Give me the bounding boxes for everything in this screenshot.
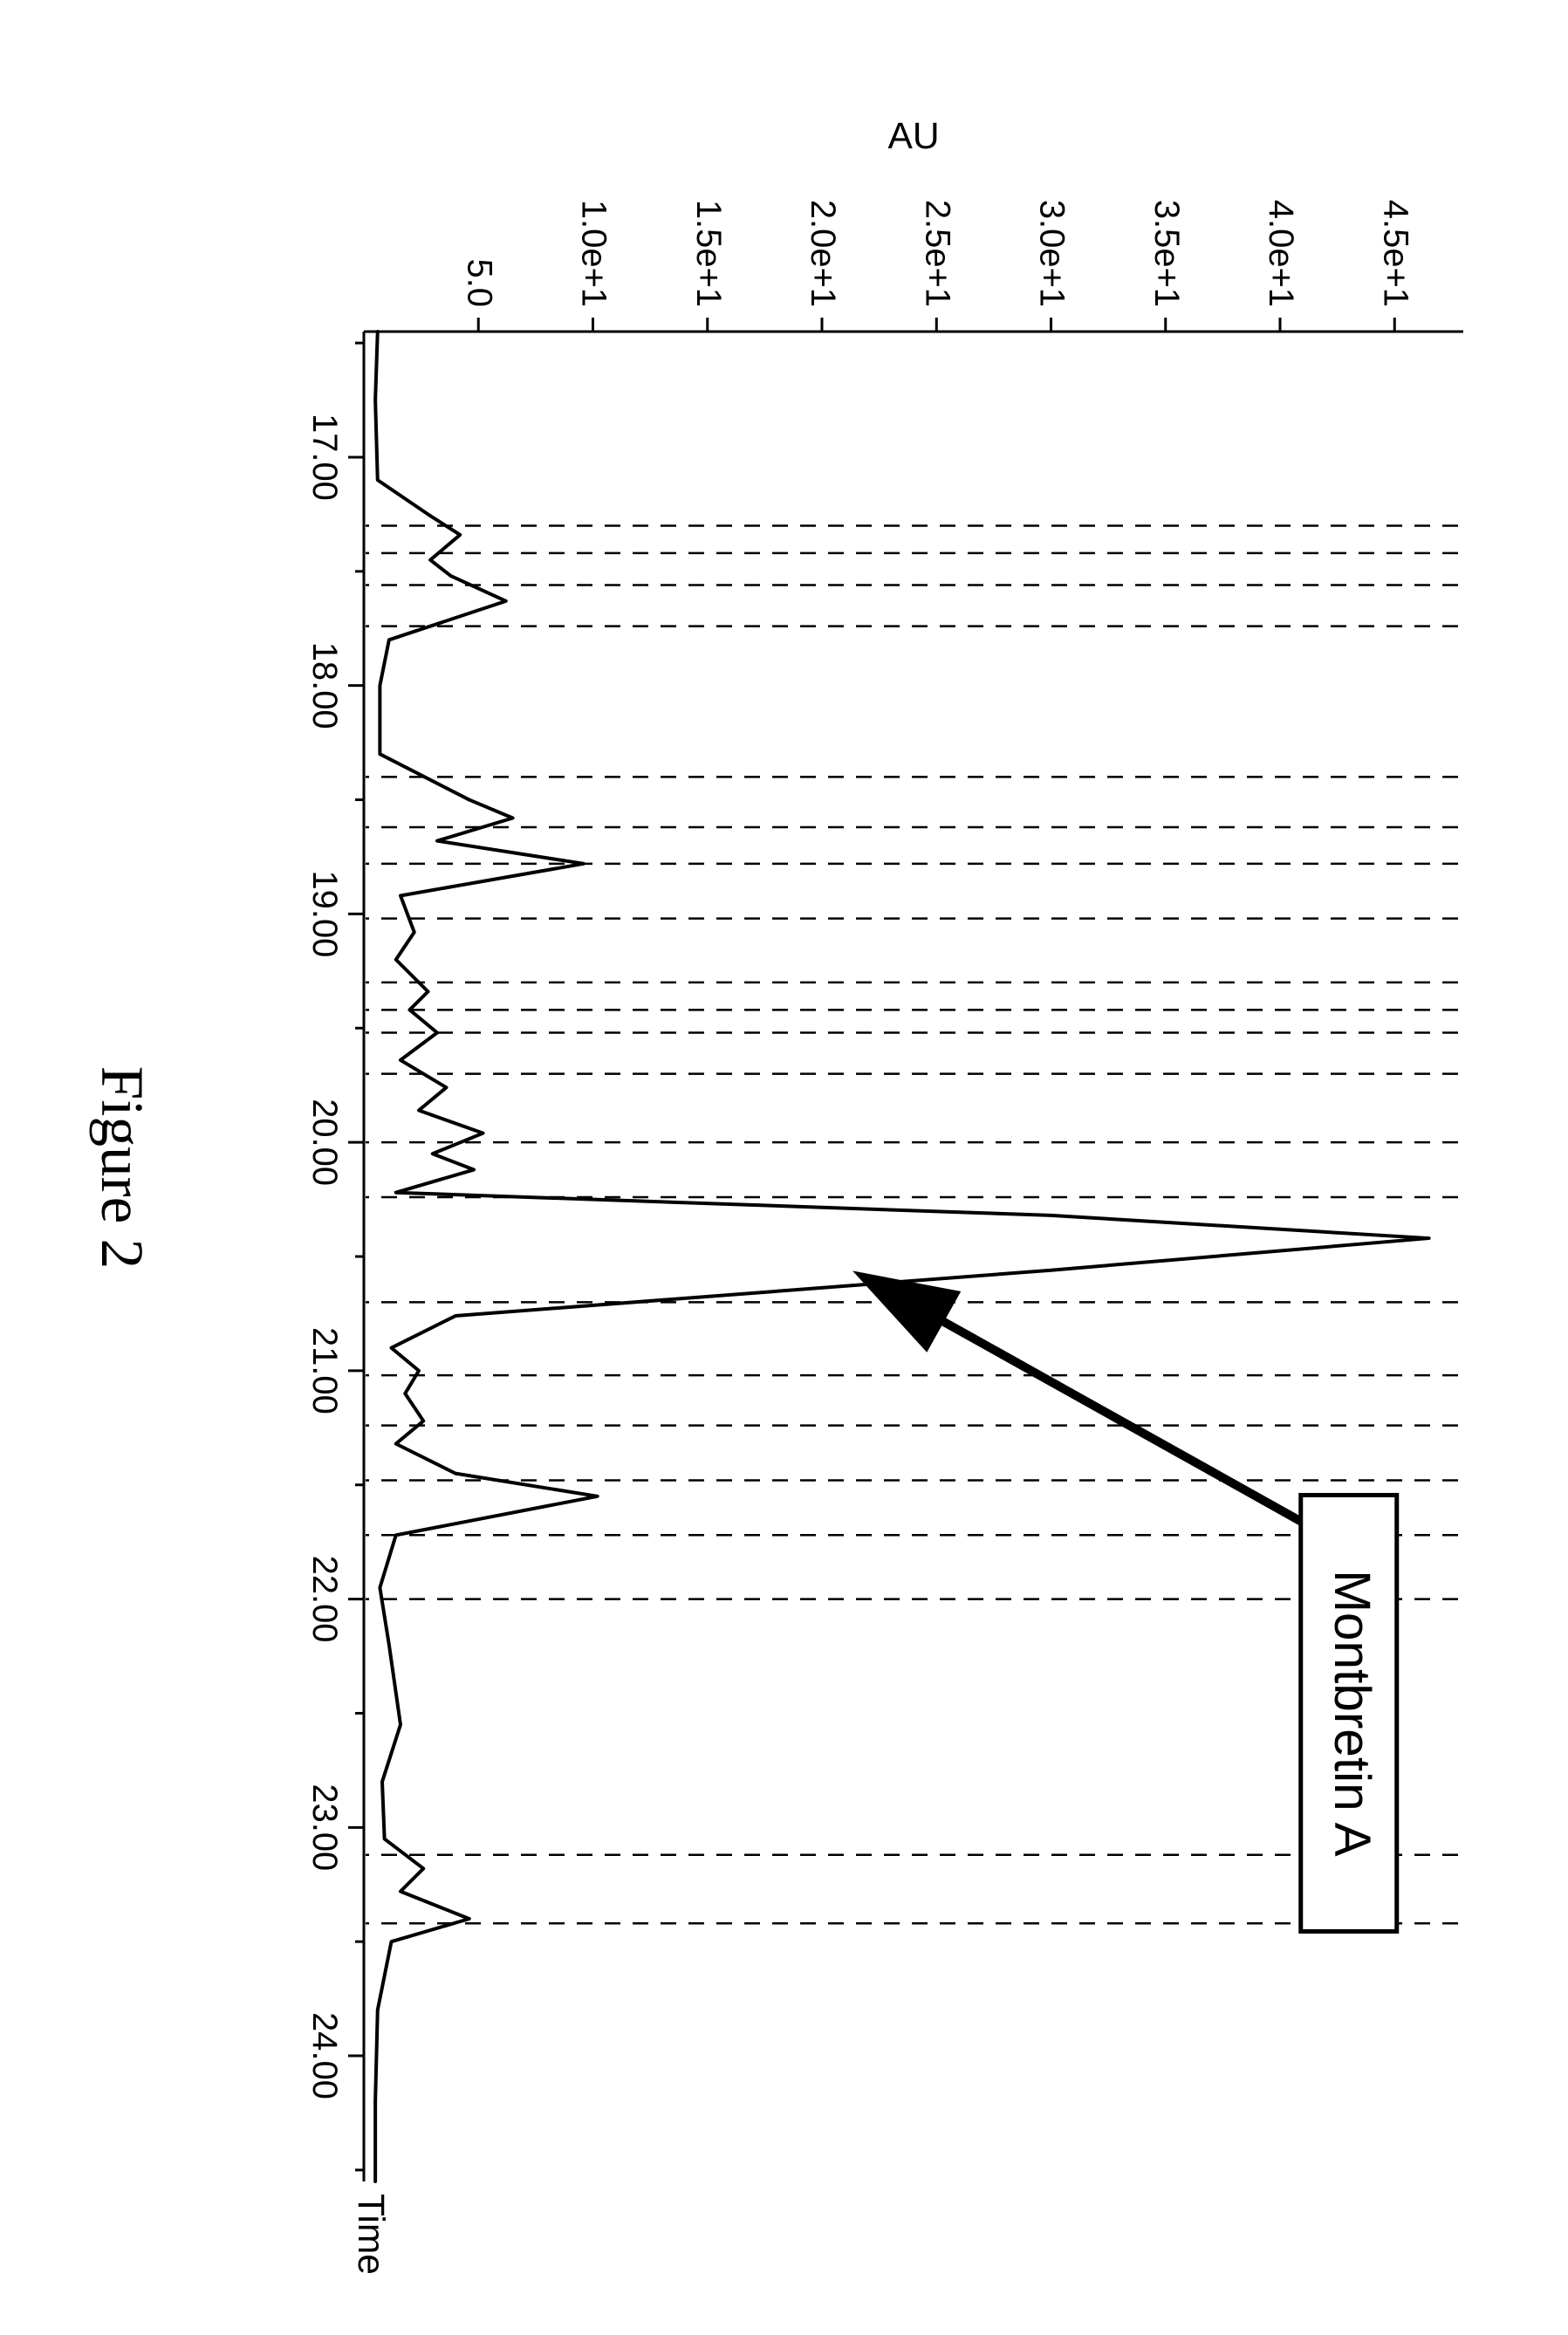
x-tick-label: 23.00	[305, 1784, 344, 1871]
rotated-canvas: 5.0 1.0e+1 1.5e+1 2.0e+1 2.5e+1 3.0e+1 3.5e+1 4…	[0, 0, 1568, 2335]
x-tick-label: 17.00	[305, 414, 344, 501]
chromatogram-chart: 5.0 1.0e+1 1.5e+1 2.0e+1 2.5e+1 3.0e+1 3.5e+1 4…	[0, 0, 1568, 2335]
y-tick-label: 1.0e+1	[575, 200, 613, 307]
y-tick-label: 4.0e+1	[1262, 200, 1300, 307]
x-tick-label: 24.00	[305, 2012, 344, 2099]
y-tick-label: 2.5e+1	[918, 200, 956, 307]
y-axis-label: AU	[887, 115, 939, 157]
x-tick-label: 20.00	[305, 1099, 344, 1186]
annotation-arrow	[868, 1279, 1301, 1521]
x-axis-label: Time	[350, 2194, 392, 2275]
y-tick-label: 5.0	[460, 259, 498, 307]
figure-caption: Figure 2	[89, 1066, 156, 1269]
x-tick-label: 19.00	[305, 870, 344, 957]
x-tick-label: 22.00	[305, 1556, 344, 1643]
y-tick-label: 1.5e+1	[689, 200, 728, 307]
x-tick-label: 18.00	[305, 642, 344, 729]
y-tick-label: 3.0e+1	[1033, 200, 1072, 307]
page: 5.0 1.0e+1 1.5e+1 2.0e+1 2.5e+1 3.0e+1 3.5e+1 4…	[0, 0, 1568, 2335]
y-tick-label: 4.5e+1	[1376, 200, 1414, 307]
y-tick-label: 2.0e+1	[804, 200, 842, 307]
chromatogram-trace	[375, 332, 1429, 2181]
x-tick-label: 21.00	[305, 1327, 344, 1414]
annotation-label: Montbretin A	[1324, 1570, 1380, 1857]
y-tick-label: 3.5e+1	[1147, 200, 1186, 307]
